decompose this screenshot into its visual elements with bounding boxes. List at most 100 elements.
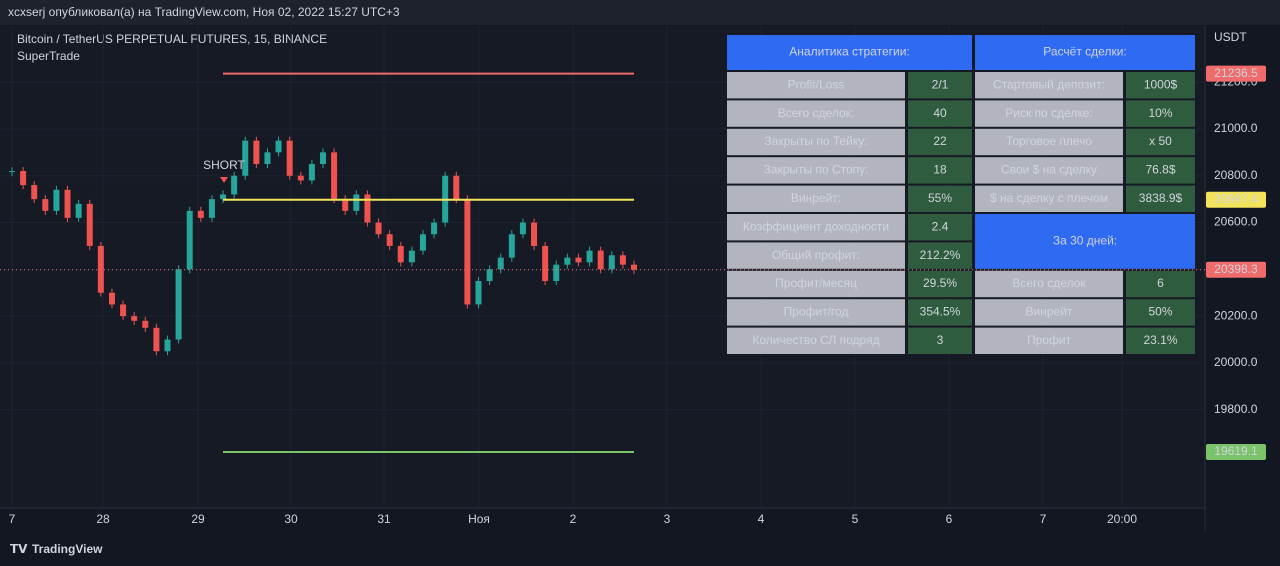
- y-tick-label: 20200.0: [1214, 308, 1258, 322]
- cell-text: 50%: [1148, 305, 1172, 319]
- candle: [597, 250, 604, 270]
- table-cell: [908, 299, 972, 326]
- table-cell: [1126, 327, 1195, 354]
- cell-text: 40: [933, 106, 947, 120]
- table-cell: [727, 128, 905, 156]
- table-cell: [975, 270, 1123, 298]
- x-tick-label: 31: [377, 512, 391, 526]
- price-tag: [1206, 444, 1266, 461]
- table-cell: [1126, 128, 1195, 156]
- table-cell: [1126, 299, 1195, 326]
- cell-text: Винрейт:: [791, 191, 841, 205]
- price-tag: [1206, 261, 1266, 278]
- table-cell: [1126, 100, 1195, 127]
- candle: [353, 194, 360, 211]
- price-tag-label: 21236.5: [1214, 66, 1258, 80]
- y-tick-label: 20800.0: [1214, 168, 1258, 182]
- table-cell: [1126, 72, 1195, 99]
- table-cell: [975, 299, 1123, 326]
- cell-text: Закрыты по Стопу:: [764, 163, 869, 177]
- cell-text: 18: [933, 163, 947, 177]
- cell-text: Профит: [1027, 333, 1072, 347]
- table-cell: [908, 128, 972, 156]
- cell-text: 22: [933, 134, 947, 148]
- table-cell: [975, 157, 1123, 184]
- candle: [542, 245, 549, 282]
- table-cell: [727, 327, 905, 354]
- candle: [619, 255, 626, 265]
- cell-text: Профит/год: [784, 305, 849, 319]
- table-cell: [727, 100, 905, 127]
- cell-text: 2.4: [932, 219, 949, 233]
- x-tick-label: 7: [1040, 512, 1047, 526]
- table-cell: [908, 327, 972, 354]
- candle: [631, 264, 637, 270]
- x-tick-label: 2: [570, 512, 577, 526]
- symbol: Bitcoin / TetherUS PERPETUAL FUTURES, 15…: [17, 32, 327, 46]
- table-header: [727, 35, 972, 70]
- cell-text: Количество СЛ подряд: [752, 333, 879, 347]
- header-bar: [0, 0, 1280, 25]
- cell-text: Свои $ на сделку: [1001, 163, 1097, 177]
- candle: [142, 320, 149, 328]
- table-cell: [727, 185, 905, 212]
- candle: [586, 250, 593, 263]
- candle: [9, 171, 15, 173]
- candle: [164, 339, 171, 352]
- y-tick-label: 20000.0: [1214, 355, 1258, 369]
- candle: [264, 152, 271, 165]
- table-cell: [975, 100, 1123, 127]
- table-cell: [975, 327, 1123, 354]
- cell-text: $ на сделку с плечом: [990, 191, 1108, 205]
- table-cell: [1126, 185, 1195, 212]
- candle: [275, 140, 282, 153]
- logo-icon: 𝗧𝗩: [10, 542, 28, 556]
- indicator: SuperTrade: [17, 49, 80, 63]
- candle: [108, 292, 115, 305]
- candle: [553, 264, 560, 282]
- table-cell: [1126, 157, 1195, 184]
- candle: [608, 255, 615, 270]
- candle: [64, 189, 71, 218]
- candle: [242, 140, 249, 176]
- candle: [431, 222, 438, 235]
- x-tick-label: 20:00: [1107, 512, 1137, 526]
- price-tag: [1206, 191, 1266, 208]
- table-cell: [727, 242, 905, 269]
- candle: [453, 175, 460, 200]
- table-cell: [727, 157, 905, 184]
- candle: [208, 199, 215, 218]
- candle: [231, 175, 238, 195]
- x-tick-label: 3: [664, 512, 671, 526]
- candle: [564, 257, 571, 265]
- cell-text: 1000$: [1144, 77, 1178, 91]
- candle: [375, 222, 382, 235]
- table-cell: [908, 72, 972, 99]
- candle: [486, 269, 493, 282]
- candle: [86, 203, 93, 246]
- y-tick-label: 21000.0: [1214, 121, 1258, 135]
- table-cell: [975, 128, 1123, 156]
- candle: [53, 189, 60, 211]
- cell-text: 3838.9$: [1139, 191, 1183, 205]
- x-tick-label: 6: [946, 512, 953, 526]
- table-header: [975, 35, 1195, 70]
- candle: [575, 257, 582, 263]
- cell-text: Profit/Loss: [788, 77, 845, 91]
- cell-text: Винрейт: [1026, 305, 1073, 319]
- cell-text: 2/1: [932, 77, 949, 91]
- candle: [42, 199, 49, 211]
- candle: [253, 140, 260, 165]
- table-cell: [908, 157, 972, 184]
- price-tag-label: 20398.3: [1214, 262, 1258, 276]
- candle: [197, 210, 204, 218]
- table-cell: [908, 242, 972, 269]
- cell-text: Всего сделок: [1012, 276, 1086, 290]
- cell-text: 3: [937, 333, 944, 347]
- marker-arrow: [220, 177, 228, 183]
- cell-text: Коэффициент доходности: [743, 219, 889, 233]
- logo: TradingView: [32, 542, 103, 556]
- candle: [519, 222, 526, 235]
- header-text: За 30 дней:: [1053, 234, 1117, 248]
- candle: [386, 234, 393, 246]
